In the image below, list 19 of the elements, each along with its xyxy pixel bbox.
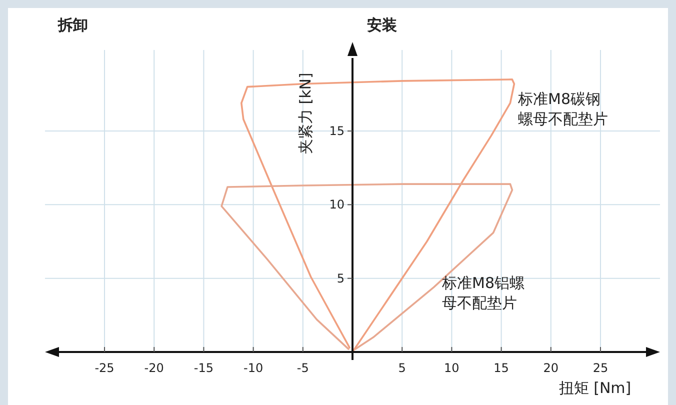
text: 拆卸 bbox=[57, 16, 88, 34]
x-tick-label: -20 bbox=[144, 361, 164, 375]
x-axis-title: 扭矩 [Nm] bbox=[558, 379, 632, 397]
x-tick-label: 25 bbox=[592, 361, 608, 375]
x-tick-label: 5 bbox=[398, 361, 406, 375]
x-tick-label: 15 bbox=[494, 361, 509, 375]
y-tick-label: 10 bbox=[329, 198, 344, 212]
x-tick-label: -25 bbox=[94, 361, 114, 375]
text: 安装 bbox=[367, 16, 397, 34]
x-tick-label: 20 bbox=[543, 361, 559, 375]
series-label: 标准M8铝螺母不配垫片 bbox=[442, 274, 524, 312]
y-tick-label: 15 bbox=[329, 124, 344, 138]
series-label: 标准M8碳钢螺母不配垫片 bbox=[518, 90, 608, 128]
y-axis-title: 夹紧力 [kN] bbox=[296, 72, 314, 154]
x-tick-label: -5 bbox=[296, 361, 309, 375]
x-tick-label: -10 bbox=[244, 361, 264, 375]
x-tick-label: -15 bbox=[194, 361, 214, 375]
x-tick-label: 10 bbox=[444, 361, 460, 375]
y-tick-label: 5 bbox=[336, 271, 344, 286]
